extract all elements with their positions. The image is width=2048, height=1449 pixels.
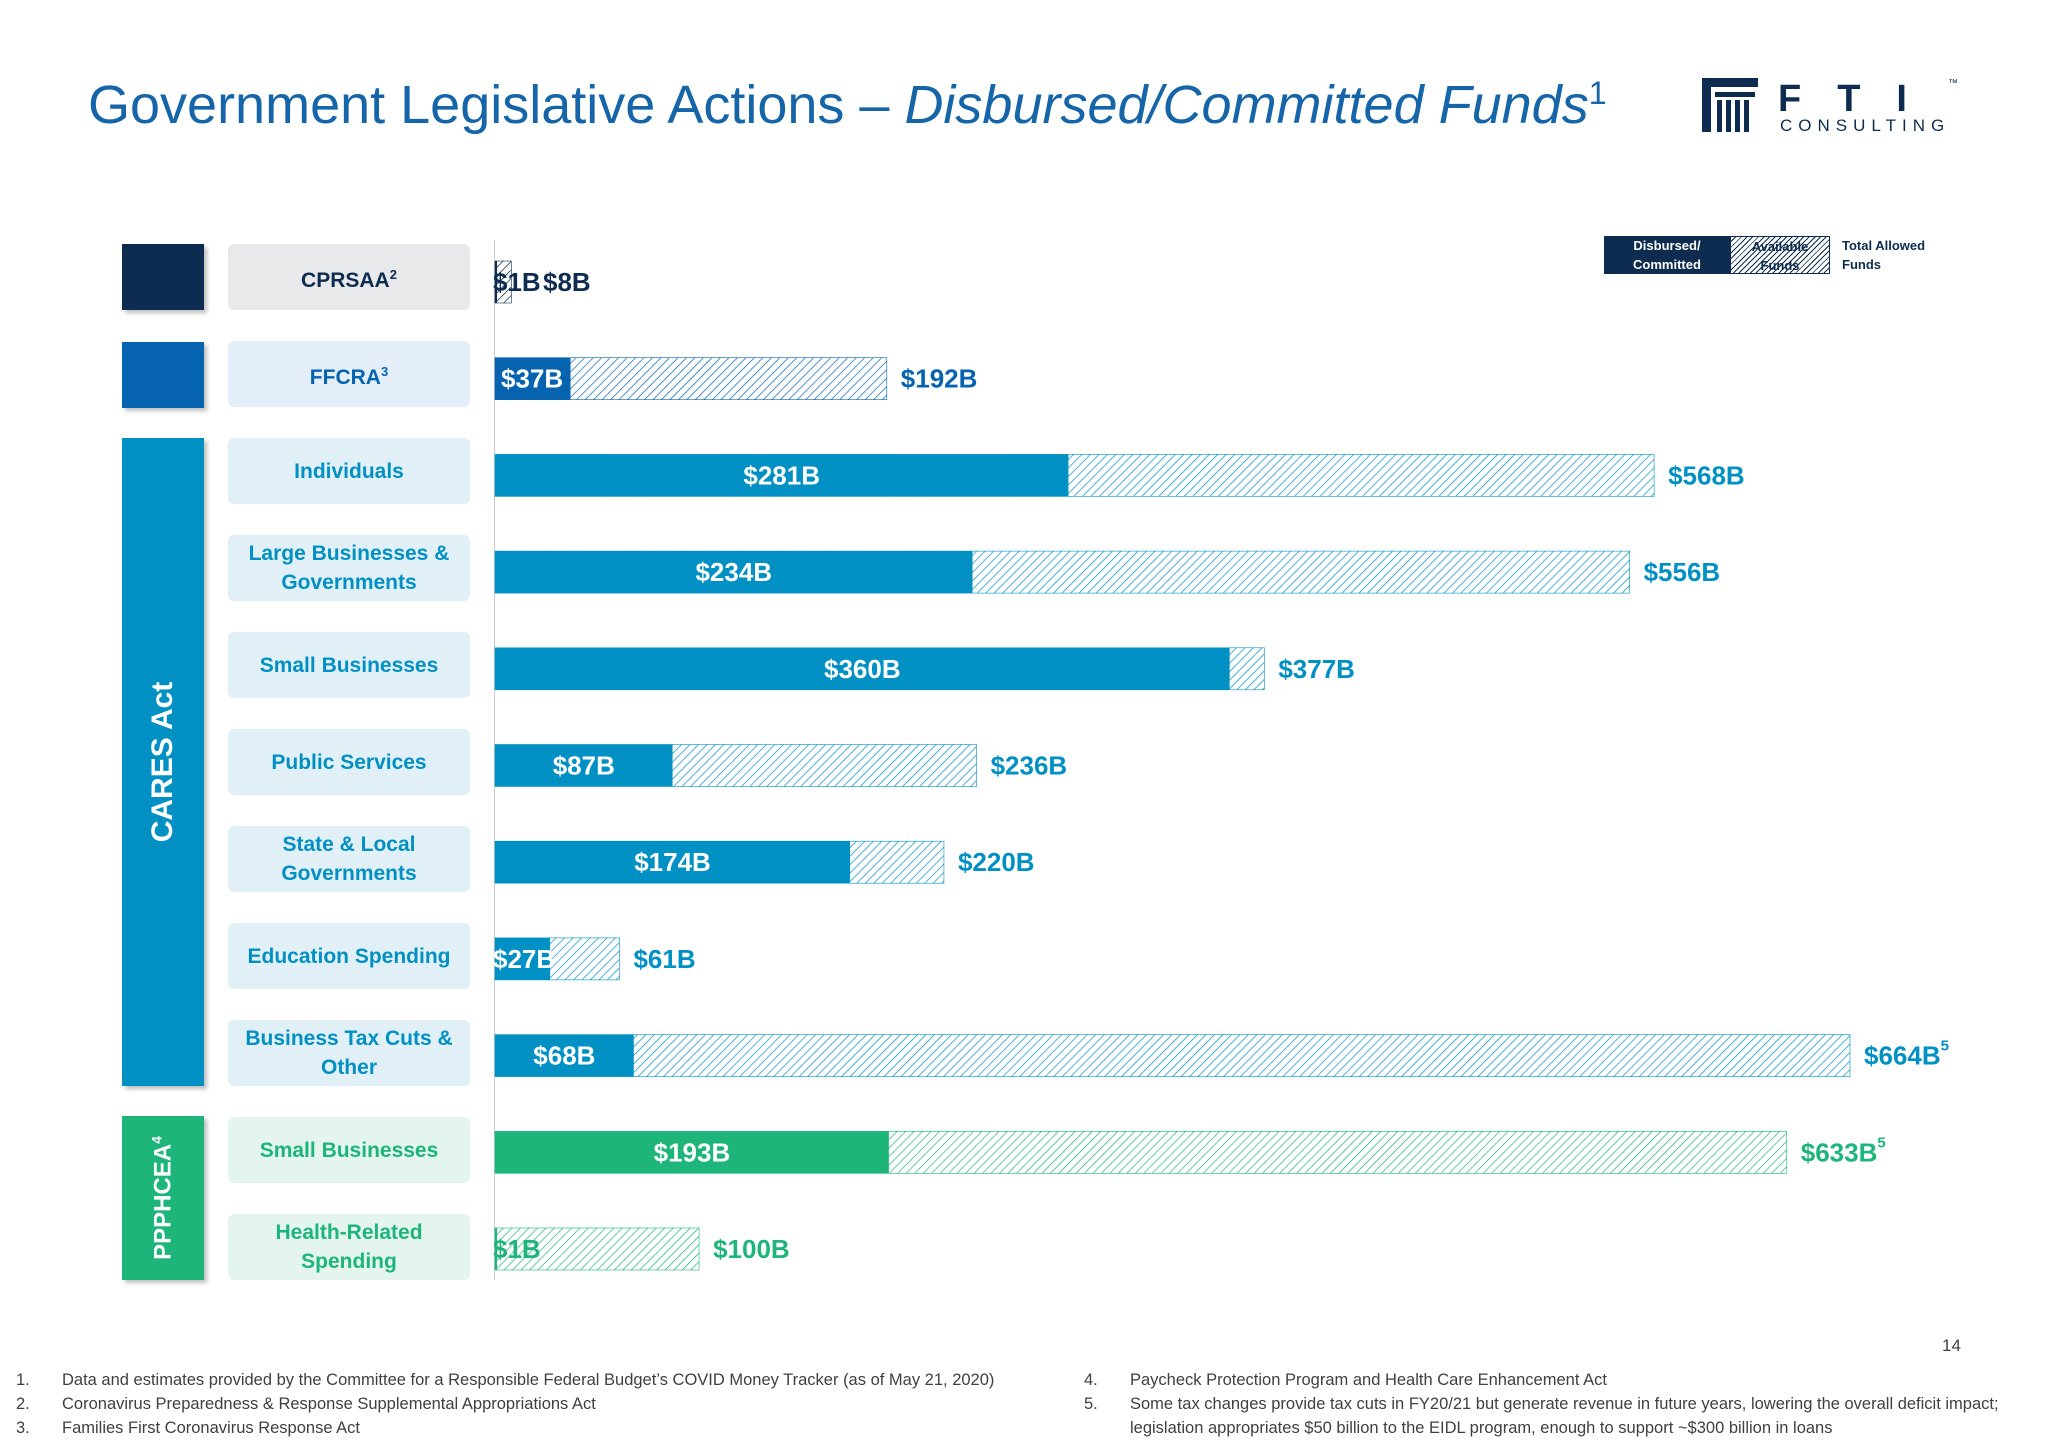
disbursed-bar	[495, 454, 1069, 497]
row-label-education: Education Spending	[228, 923, 470, 989]
fti-building-icon	[1702, 78, 1758, 132]
footnote: 3. Families First Coronavirus Response Ac…	[16, 1416, 1086, 1440]
row-label-large-businesses: Large Businesses & Governments	[228, 535, 470, 601]
legend-disbursed: Disbursed/ Committed	[1604, 236, 1730, 274]
logo-wordmark: FTI	[1778, 78, 1943, 120]
footnote-text: Paycheck Protection Program and Health C…	[1130, 1371, 1607, 1389]
row-label-health-related: Health-Related Spending	[228, 1214, 470, 1280]
title-footnote-mark: 1	[1588, 75, 1607, 111]
legend-total-text: Total Allowed Funds	[1842, 238, 1926, 272]
disbursed-value-label: $1B	[493, 1234, 541, 1264]
footnote-number: 4.	[1084, 1371, 1098, 1389]
disbursed-value-label: $174B	[634, 847, 711, 877]
total-value-label: $633B5	[1801, 1134, 1886, 1167]
title-italic: Disbursed/Committed Funds	[904, 75, 1589, 135]
total-value-label: $556B	[1644, 557, 1721, 587]
available-bar	[494, 1227, 700, 1271]
funds-bar-chart: $1B $8B$37B $192B$281B $568B$234B $556B$360B…	[493, 260, 1949, 1271]
total-value-label: $61B	[633, 944, 695, 974]
disbursed-bar	[495, 937, 551, 980]
total-value-label: $8B	[543, 267, 591, 297]
row-label-text: FFCRA	[309, 365, 381, 389]
total-value-label: $236B	[991, 751, 1068, 781]
footnote-number: 3.	[16, 1419, 30, 1437]
row-label-small-businesses-cares: Small Businesses	[228, 632, 470, 698]
disbursed-value-label: $37B	[501, 364, 563, 394]
disbursed-bar	[495, 1034, 634, 1077]
available-bar	[494, 1034, 1851, 1077]
total-value-label: $192B	[901, 364, 978, 394]
disbursed-value-label: $1B	[493, 267, 541, 297]
group-bar-ffcra	[122, 342, 204, 408]
footnote-text: Coronavirus Preparedness & Response Supp…	[62, 1395, 596, 1413]
legend-total: Total Allowed Funds	[1842, 236, 1952, 274]
disbursed-value-label: $27B	[493, 944, 555, 974]
fti-consulting-logo: FTI ™ CONSULTING	[1702, 78, 1962, 138]
group-bar-cprsaa	[122, 244, 204, 310]
total-value-label: $220B	[958, 847, 1035, 877]
group-bar-ppphcea: PPPHCEA4	[122, 1116, 204, 1280]
page-title: Government Legislative Actions – Disburs…	[88, 74, 1607, 136]
disbursed-bar	[495, 551, 973, 594]
total-value-footnote: 5	[1877, 1134, 1885, 1151]
disbursed-bar	[495, 1228, 498, 1270]
row-label-cprsaa: CPRSAA2	[228, 244, 470, 310]
total-value-label: $377B	[1278, 654, 1355, 684]
disbursed-value-label: $360B	[824, 654, 901, 684]
disbursed-bar	[495, 1131, 889, 1174]
footnote: 2. Coronavirus Preparedness & Response Su…	[16, 1392, 1086, 1416]
footnote-number: 5.	[1084, 1395, 1098, 1413]
total-value-label: $568B	[1668, 460, 1745, 490]
footnote: 1. Data and estimates provided by the Com…	[16, 1368, 1086, 1392]
row-label-business-tax: Business Tax Cuts & Other	[228, 1020, 470, 1086]
disbursed-bar	[495, 647, 1230, 690]
footnotes-left: 1. Data and estimates provided by the Com…	[16, 1368, 1086, 1440]
disbursed-value-label: $68B	[533, 1041, 595, 1071]
logo-trademark: ™	[1948, 78, 1958, 89]
disbursed-value-label: $234B	[695, 557, 772, 587]
group-bar-cares-act: CARES Act	[122, 438, 204, 1086]
row-label-sup: 2	[389, 266, 397, 282]
footnote-text: Some tax changes provide tax cuts in FY2…	[1130, 1395, 1999, 1437]
row-label-individuals: Individuals	[228, 438, 470, 504]
footnotes-right: 4. Paycheck Protection Program and Health…	[1084, 1368, 2024, 1440]
row-label-state-local: State & Local Governments	[228, 826, 470, 892]
disbursed-bar	[495, 841, 851, 884]
title-main: Government Legislative Actions –	[88, 75, 905, 135]
row-label-text: CPRSAA	[301, 268, 390, 292]
disbursed-bar	[495, 261, 498, 303]
total-value-label: $100B	[713, 1234, 790, 1264]
chart-axis-line	[494, 240, 495, 1280]
footnote-number: 1.	[16, 1371, 30, 1389]
footnote: 5. Some tax changes provide tax cuts in F…	[1084, 1392, 2024, 1440]
total-value-label: $664B5	[1864, 1038, 1949, 1071]
footnote-text: Families First Coronavirus Response Act	[62, 1419, 361, 1437]
row-label-sup: 3	[380, 363, 389, 379]
row-label-small-businesses-ppp: Small Businesses	[228, 1117, 470, 1183]
disbursed-bar	[495, 744, 673, 787]
disbursed-bar	[495, 357, 571, 400]
page-number: 14	[1942, 1336, 1961, 1355]
legend-available: Available Funds	[1730, 236, 1830, 274]
footnote-number: 2.	[16, 1395, 30, 1413]
footnote-text: Data and estimates provided by the Commi…	[62, 1371, 995, 1389]
disbursed-value-label: $193B	[654, 1137, 731, 1167]
logo-subtitle: CONSULTING	[1780, 116, 1951, 135]
footnote: 4. Paycheck Protection Program and Health…	[1084, 1368, 2024, 1392]
row-label-public-services: Public Services	[228, 729, 470, 795]
disbursed-value-label: $281B	[743, 460, 820, 490]
row-label-ffcra: FFCRA3	[228, 341, 470, 407]
disbursed-value-label: $87B	[553, 751, 615, 781]
total-value-footnote: 5	[1941, 1038, 1949, 1055]
